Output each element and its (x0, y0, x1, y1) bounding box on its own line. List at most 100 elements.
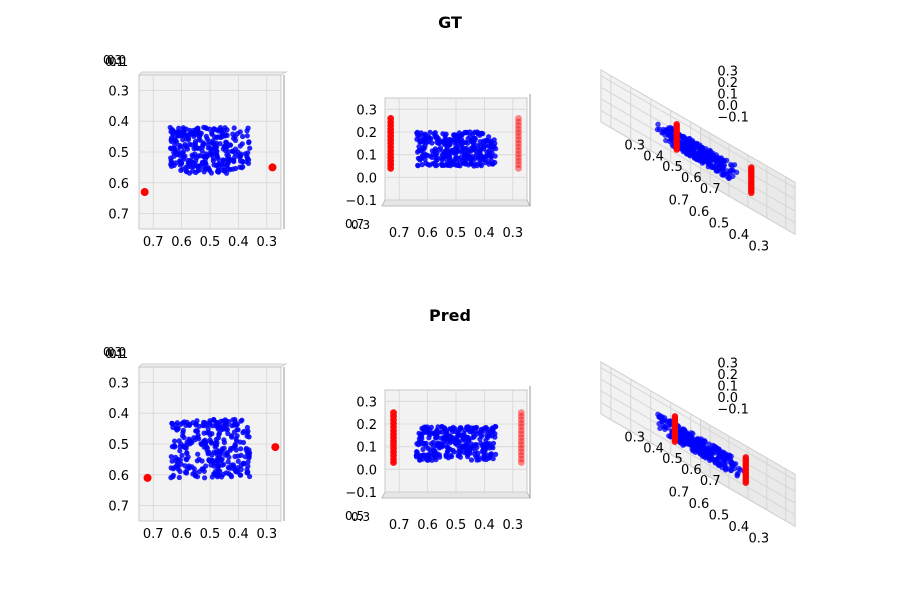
gripper-right-point (515, 136, 522, 144)
object-point (201, 423, 207, 429)
object-point (469, 137, 475, 143)
z-tick-label: 0.1 (105, 55, 124, 69)
y-tick-label: 0.5 (108, 146, 129, 161)
object-point (457, 425, 463, 431)
object-point (481, 144, 487, 150)
object-point (488, 452, 494, 459)
object-point (221, 161, 228, 167)
y-tick-label: 0.5 (108, 438, 129, 453)
object-point (240, 133, 246, 140)
object-point (719, 455, 726, 461)
object-point (168, 454, 174, 460)
object-point (469, 441, 475, 447)
object-point (420, 446, 426, 452)
object-point (202, 475, 208, 481)
object-point (444, 150, 450, 156)
object-point (716, 450, 723, 457)
object-point (430, 443, 436, 449)
object-point (419, 425, 425, 431)
object-point (446, 137, 452, 143)
object-point (447, 155, 453, 161)
object-point (231, 135, 237, 141)
y-tick-label: 0.5 (345, 509, 364, 523)
y-tick-label: 0.7 (700, 182, 721, 197)
object-point (208, 440, 215, 446)
object-point (189, 464, 195, 470)
object-point (437, 454, 443, 460)
object-point (220, 157, 226, 163)
object-point (465, 155, 471, 161)
front-view-panel: 0.7 0.6 0.5 0.4 0.30.30.20.10.0−0.10.70.3 (345, 94, 531, 241)
object-point (456, 452, 462, 458)
object-point (246, 139, 252, 145)
object-point (190, 420, 196, 426)
object-point (214, 135, 220, 141)
object-point (659, 130, 665, 136)
gripper-right-point (515, 132, 522, 140)
object-point (175, 426, 181, 432)
object-point (177, 468, 183, 475)
top-view-panel: 0.7 0.6 0.5 0.4 0.30.30.40.50.60.70.30.10.00… (103, 345, 288, 542)
object-point (426, 435, 432, 441)
object-point (239, 417, 245, 423)
object-point (208, 170, 214, 176)
object-point (217, 468, 223, 474)
grid-line (600, 75, 796, 189)
object-point (237, 164, 243, 170)
z-tick-label: 0.1 (109, 347, 128, 361)
object-point (430, 439, 436, 445)
object-point (479, 443, 485, 449)
object-point (224, 450, 230, 456)
object-point (461, 432, 467, 438)
object-point (204, 430, 210, 436)
object-point (479, 130, 485, 136)
z-tick-label: 0.1 (356, 441, 377, 456)
object-point (176, 438, 182, 444)
object-point (168, 146, 174, 152)
object-point (680, 142, 686, 149)
object-point (457, 138, 463, 144)
z-tick-label: −0.1 (345, 486, 377, 501)
object-point (215, 169, 222, 175)
object-point (455, 438, 461, 444)
gripper-right-point (515, 129, 522, 137)
object-point (191, 130, 197, 136)
object-point (416, 144, 422, 150)
gripper-right-point (515, 150, 522, 158)
object-point (194, 458, 200, 464)
object-point (416, 430, 422, 436)
object-point (477, 436, 483, 442)
object-point (427, 129, 433, 135)
x-tick-label: 0.5 (446, 518, 467, 533)
object-point (233, 447, 239, 453)
object-point (419, 162, 425, 168)
object-point (225, 430, 231, 437)
object-point (181, 434, 187, 441)
object-point (486, 433, 492, 439)
object-point (713, 168, 720, 174)
object-point (169, 127, 175, 133)
object-point (180, 137, 186, 143)
x-tick-label: 0.7 (389, 226, 410, 241)
front-floor (381, 199, 531, 207)
object-point (214, 457, 221, 463)
row-gt: GT 0.7 0.6 0.5 0.4 0.30.30.40.50.60.70.30.10… (103, 13, 796, 255)
z-tick-label: 0.1 (356, 149, 377, 164)
object-point (203, 133, 209, 139)
front-view-panel: 0.7 0.6 0.5 0.4 0.30.30.20.10.0−0.10.50.3 (345, 386, 531, 533)
x-tick-label: 0.7 (669, 193, 690, 208)
x-tick-label: 0.5 (709, 508, 730, 523)
object-point (215, 156, 221, 162)
object-point (206, 138, 212, 144)
object-point (225, 459, 231, 465)
object-point (215, 463, 221, 470)
object-point (441, 435, 447, 441)
gripper-right-point (271, 443, 280, 452)
front-floor (381, 491, 531, 499)
object-point (489, 146, 495, 152)
object-point (685, 432, 692, 438)
object-point (476, 147, 482, 153)
object-point (710, 448, 716, 454)
object-point (183, 144, 190, 150)
